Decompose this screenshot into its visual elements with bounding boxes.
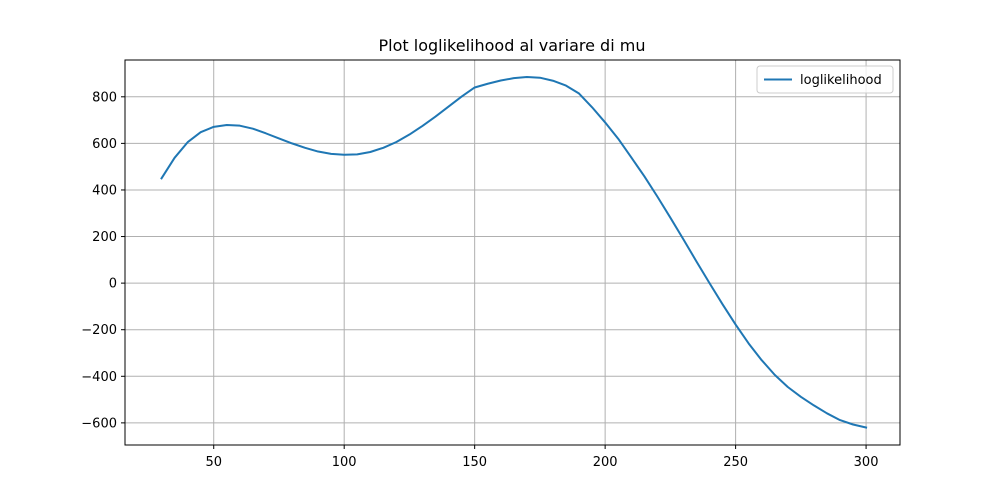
y-tick-label: 800 [92, 90, 117, 105]
y-tick-label: 600 [92, 137, 117, 152]
x-tick-label: 200 [593, 455, 618, 470]
y-tick-label: −200 [81, 323, 117, 338]
x-tick-label: 250 [723, 455, 748, 470]
x-tick-label: 300 [854, 455, 879, 470]
legend: loglikelihood [756, 65, 894, 94]
legend-label: loglikelihood [800, 73, 882, 88]
y-tick-label: 0 [109, 277, 117, 292]
axes: 50 100 150 200 250 300 −600 −400 −200 0 200 400 600 8… [81, 90, 878, 470]
x-tick-label: 150 [462, 455, 487, 470]
y-tick-label: −600 [81, 416, 117, 431]
legend-box [756, 65, 894, 94]
chart-title: Plot loglikelihood al variare di mu [379, 36, 646, 55]
series-layer [160, 76, 868, 429]
plot-area-frame [124, 59, 901, 446]
x-tick-label: 50 [205, 455, 222, 470]
series-line-loglikelihood [160, 76, 868, 429]
y-tick-label: 200 [92, 230, 117, 245]
y-tick-label: 400 [92, 183, 117, 198]
y-tick-label: −400 [81, 370, 117, 385]
grid [125, 60, 900, 445]
x-tick-label: 100 [332, 455, 357, 470]
